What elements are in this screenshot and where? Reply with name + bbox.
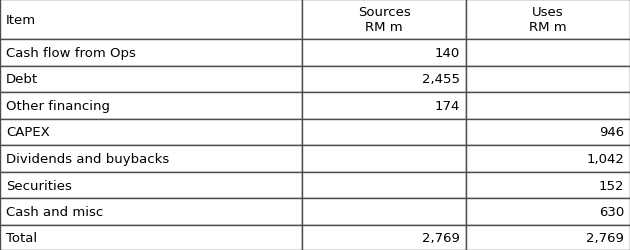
- Text: Uses
RM m: Uses RM m: [529, 6, 567, 34]
- Bar: [0, 93, 302, 119]
- Bar: [302, 93, 466, 119]
- Bar: [466, 225, 630, 250]
- Text: 2,769: 2,769: [422, 231, 460, 244]
- Bar: [0, 172, 302, 199]
- Bar: [0, 199, 302, 225]
- Text: Other financing: Other financing: [6, 100, 110, 112]
- Text: 2,455: 2,455: [422, 73, 460, 86]
- Text: 1,042: 1,042: [586, 152, 624, 166]
- Text: 152: 152: [598, 179, 624, 192]
- Text: 630: 630: [598, 206, 624, 218]
- Text: Sources
RM m: Sources RM m: [358, 6, 411, 34]
- Bar: [466, 40, 630, 66]
- Bar: [0, 66, 302, 93]
- Text: Cash and misc: Cash and misc: [6, 206, 103, 218]
- Bar: [466, 0, 630, 40]
- Bar: [0, 119, 302, 146]
- Bar: [466, 199, 630, 225]
- Text: 174: 174: [435, 100, 460, 112]
- Text: Dividends and buybacks: Dividends and buybacks: [6, 152, 169, 166]
- Text: 946: 946: [599, 126, 624, 139]
- Bar: [302, 225, 466, 250]
- Text: Item: Item: [6, 14, 36, 26]
- Text: 140: 140: [435, 46, 460, 60]
- Bar: [302, 119, 466, 146]
- Text: 2,769: 2,769: [586, 231, 624, 244]
- Bar: [302, 0, 466, 40]
- Bar: [0, 0, 302, 40]
- Bar: [302, 172, 466, 199]
- Bar: [302, 40, 466, 66]
- Bar: [466, 93, 630, 119]
- Bar: [466, 66, 630, 93]
- Bar: [0, 40, 302, 66]
- Text: CAPEX: CAPEX: [6, 126, 50, 139]
- Text: Cash flow from Ops: Cash flow from Ops: [6, 46, 136, 60]
- Bar: [0, 146, 302, 172]
- Bar: [302, 66, 466, 93]
- Bar: [466, 172, 630, 199]
- Text: Total: Total: [6, 231, 37, 244]
- Bar: [466, 119, 630, 146]
- Bar: [466, 146, 630, 172]
- Text: Debt: Debt: [6, 73, 38, 86]
- Bar: [302, 146, 466, 172]
- Bar: [302, 199, 466, 225]
- Text: Securities: Securities: [6, 179, 72, 192]
- Bar: [0, 225, 302, 250]
